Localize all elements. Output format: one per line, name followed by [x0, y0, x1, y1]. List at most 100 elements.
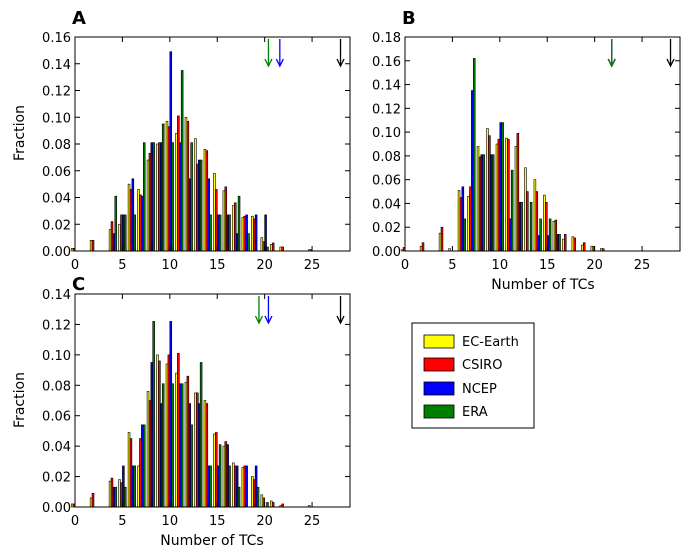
bar [264, 214, 267, 252]
y-tick-label: 0.02 [42, 218, 71, 233]
plot-area: 0 5 10 15 20 25 0.00 0.02 0.04 0.06 0.08 0.10 0.12 0.… [372, 31, 681, 273]
bar [161, 383, 165, 508]
arrow-head [275, 58, 284, 68]
y-tick-label: 0.18 [372, 31, 401, 46]
bar [529, 201, 533, 252]
y-tick-label: 0.04 [42, 192, 71, 207]
legend-entry-csiro: CSIRO [423, 357, 502, 373]
bar [440, 226, 444, 252]
bar [266, 502, 269, 508]
arrow-era [264, 39, 273, 68]
legend-swatch [423, 357, 455, 372]
bar [124, 486, 127, 508]
bar [256, 486, 260, 508]
x-tick-label: 10 [162, 514, 179, 529]
bar [218, 444, 222, 508]
arrow-head [607, 58, 616, 68]
x-tick-label: 25 [304, 258, 321, 273]
bar [133, 465, 136, 508]
legend-entry-era: ERA [423, 404, 488, 420]
y-tick-label: 0.02 [42, 471, 71, 486]
x-tick-label: 20 [586, 258, 603, 273]
arrow-ncep [264, 296, 273, 325]
bar [171, 142, 174, 252]
bar [152, 321, 155, 508]
legend-label: NCEP [462, 382, 497, 397]
x-tick-label: 5 [118, 514, 126, 529]
bar [114, 486, 118, 508]
bar [237, 486, 241, 508]
y-tick-label: 0.14 [42, 288, 71, 303]
bar [510, 169, 514, 252]
legend-entry-ec-earth: EC-Earth [423, 334, 519, 350]
legend-swatch [423, 404, 455, 419]
legend: EC-Earth CSIRO NCEP ERA [411, 322, 535, 429]
observed-arrow [336, 39, 345, 68]
x-tick-label: 0 [71, 258, 79, 273]
bar [209, 465, 212, 508]
bar [564, 234, 567, 252]
panel-b: B Number of TCs 0 5 10 15 20 25 0.00 0.02 0.04 0.… [372, 8, 681, 293]
bar [152, 142, 155, 252]
bar [501, 122, 504, 252]
bar [199, 362, 203, 508]
bar [199, 159, 203, 252]
y-tick-label: 0.08 [42, 138, 71, 153]
y-tick-label: 0.16 [372, 55, 401, 70]
bar [266, 246, 269, 252]
x-tick-label: 0 [401, 258, 409, 273]
arrow-era [607, 39, 616, 68]
bar [91, 240, 95, 252]
bar [526, 191, 529, 252]
legend-label: CSIRO [462, 358, 502, 373]
x-tick-label: 15 [209, 258, 226, 273]
bar [161, 123, 165, 252]
y-tick-label: 0.14 [372, 79, 401, 94]
bar [491, 154, 495, 252]
x-tick-label: 10 [162, 258, 179, 273]
bar [548, 218, 552, 252]
panel-letter-c: C [72, 274, 85, 295]
y-tick-label: 0.12 [372, 102, 401, 117]
x-axis-label: Number of TCs [491, 277, 594, 293]
bar [142, 424, 146, 508]
x-tick-label: 20 [256, 514, 273, 529]
bar [472, 58, 476, 252]
y-tick-label: 0.00 [372, 245, 401, 260]
bar [271, 502, 275, 508]
bar [520, 201, 523, 252]
bar [180, 70, 184, 252]
bar [463, 218, 466, 252]
y-tick-label: 0.06 [42, 165, 71, 180]
panel-letter-b: B [402, 8, 416, 29]
y-tick-label: 0.06 [372, 174, 401, 189]
arrow-era [254, 296, 264, 325]
x-tick-label: 25 [634, 258, 651, 273]
y-axis-label: Fraction [12, 372, 28, 428]
bar [180, 383, 184, 508]
y-tick-label: 0.00 [42, 501, 71, 516]
bar [228, 214, 231, 252]
plot-frame [404, 36, 681, 252]
bar [539, 218, 542, 252]
arrow-head [264, 58, 273, 68]
bar [421, 242, 425, 252]
legend-label: EC-Earth [462, 335, 519, 350]
y-tick-label: 0.10 [42, 111, 71, 126]
bar [133, 214, 136, 252]
legend-swatch [423, 381, 455, 396]
x-tick-label: 5 [448, 258, 456, 273]
y-tick-label: 0.02 [372, 221, 401, 236]
y-tick-label: 0.10 [372, 126, 401, 141]
y-tick-label: 0.08 [42, 379, 71, 394]
bar [218, 214, 222, 252]
x-tick-label: 0 [71, 514, 79, 529]
bar [245, 465, 248, 508]
bar [91, 493, 95, 508]
y-tick-label: 0.04 [372, 197, 401, 212]
bar [237, 195, 241, 252]
panel-c: C Fraction Number of TCs 0 5 10 15 20 250.000… [12, 274, 351, 548]
y-tick-label: 0.08 [372, 150, 401, 165]
bar [190, 142, 193, 252]
